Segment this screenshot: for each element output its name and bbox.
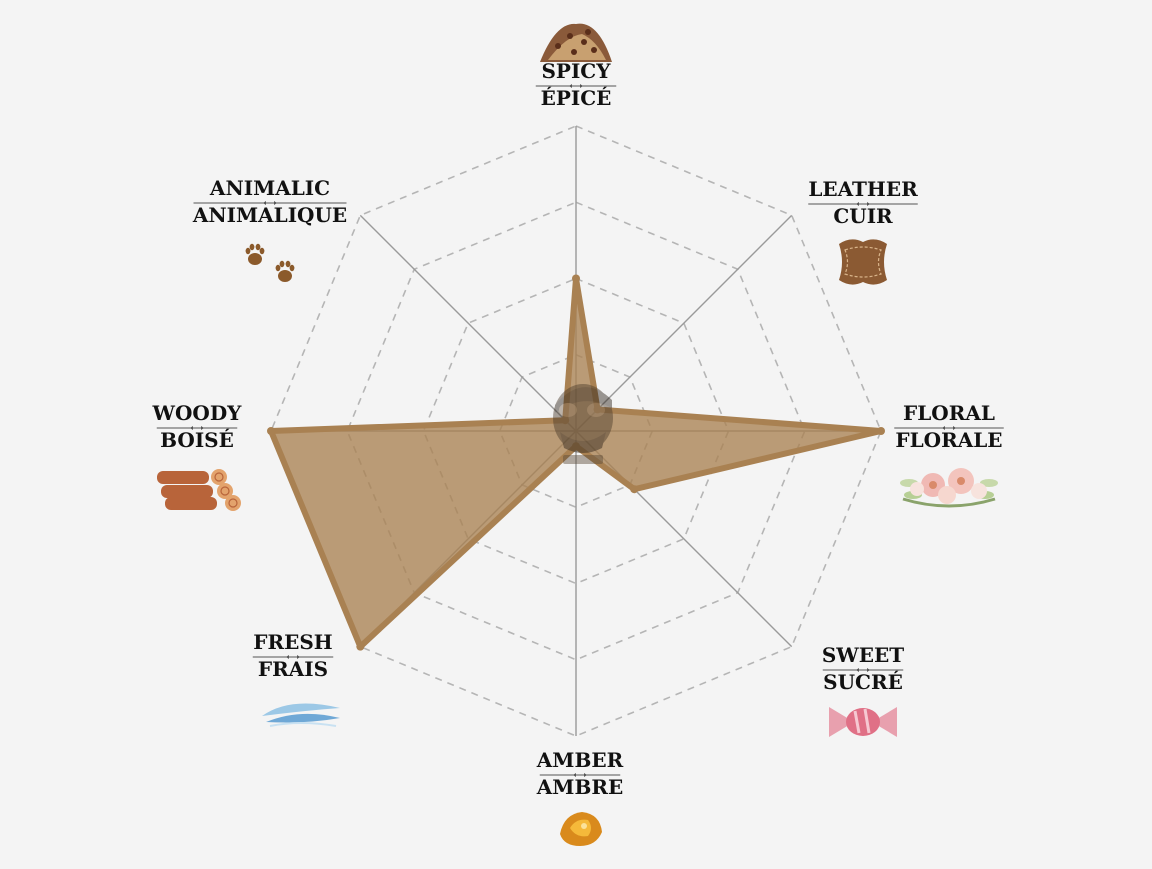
- axis-label-fr: ANIMALIQUE: [192, 203, 347, 227]
- area-layer: [267, 274, 885, 651]
- axis-label-fr: FRAIS: [258, 657, 328, 681]
- axis-label-woody: WOODY BOISÉ: [152, 401, 243, 511]
- divider-ornament: [190, 426, 204, 430]
- axis-spoke: [575, 214, 793, 432]
- goggled-head-logo-icon: [553, 384, 613, 464]
- amber-stone-icon: [560, 812, 602, 846]
- center-logo: [553, 384, 613, 464]
- axis-label-en: AMBER: [536, 748, 624, 772]
- axis-label-en: FRESH: [253, 630, 332, 654]
- axis-label-amber: AMBER AMBRE: [536, 748, 624, 846]
- axis-label-floral: FLORAL FLORALE: [894, 401, 1004, 508]
- axis-label-fr: BOISÉ: [160, 428, 234, 452]
- axis-label-fr: AMBRE: [536, 775, 623, 799]
- axis-spoke: [359, 214, 577, 432]
- data-point-woody: [267, 427, 275, 435]
- axis-label-fr: SUCRÉ: [823, 670, 903, 694]
- axis-label-fr: ÉPICÉ: [541, 86, 612, 110]
- candy-icon: [829, 707, 897, 737]
- wind-swirl-icon: [262, 703, 340, 727]
- axis-label-sweet: SWEET SUCRÉ: [822, 643, 904, 737]
- axis-label-spicy: SPICY ÉPICÉ: [535, 23, 617, 110]
- axis-label-en: SPICY: [541, 59, 611, 83]
- axis-label-en: LEATHER: [808, 177, 918, 201]
- data-point-floral: [877, 427, 885, 435]
- axis-label-fresh: FRESH FRAIS: [252, 630, 340, 727]
- leather-hide-icon: [839, 239, 887, 285]
- axis-label-en: WOODY: [152, 401, 243, 425]
- divider-ornament: [569, 84, 583, 88]
- data-point-animalic: [561, 416, 570, 425]
- data-point-spicy: [572, 274, 580, 283]
- spice-pile-icon: [540, 23, 612, 62]
- divider-ornament: [856, 668, 870, 672]
- axis-label-fr: CUIR: [833, 204, 893, 228]
- data-point-amber: [572, 442, 580, 451]
- data-point-sweet: [630, 485, 639, 494]
- data-point-fresh: [356, 642, 365, 651]
- axis-label-animalic: ANIMALIC ANIMALIQUE: [192, 176, 347, 282]
- wood-logs-icon: [157, 469, 241, 511]
- label-layer: SPICYÉPICÉLEATHERCUIRFLORALFLORALESWEETS…: [152, 23, 1004, 846]
- axis-label-en: SWEET: [822, 643, 904, 667]
- divider-ornament: [856, 202, 870, 206]
- divider-ornament: [263, 201, 277, 205]
- divider-ornament: [286, 655, 300, 659]
- flower-bouquet-icon: [900, 468, 998, 508]
- axis-label-leather: LEATHER CUIR: [808, 177, 918, 285]
- axis-label-en: ANIMALIC: [209, 176, 330, 200]
- axis-label-en: FLORAL: [903, 401, 995, 425]
- data-point-leather: [593, 405, 602, 414]
- divider-ornament: [942, 426, 956, 430]
- axis-label-fr: FLORALE: [895, 428, 1002, 452]
- divider-ornament: [573, 773, 587, 777]
- paw-prints-icon: [245, 243, 295, 282]
